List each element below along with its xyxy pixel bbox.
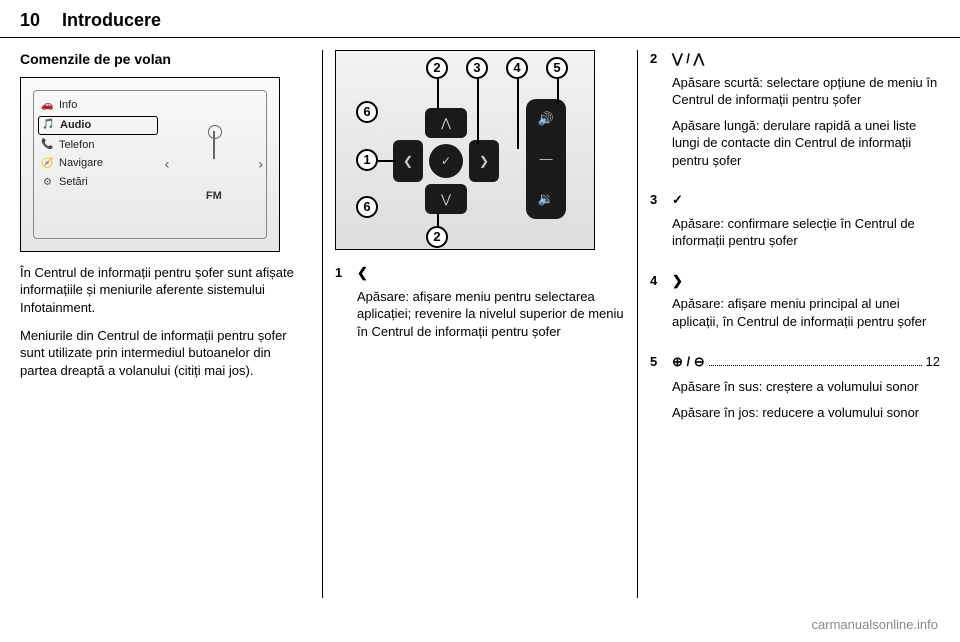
definition-symbol: ❯ <box>672 272 940 290</box>
driver-info-display-figure: 🚗 Info 🎵 Audio 📞 Telefon 🧭 Navigare <box>20 77 280 252</box>
menu-label: Audio <box>60 118 91 133</box>
definition-text: Apăsare: afișare meniu principal al unei… <box>672 295 940 330</box>
callout-2b: 2 <box>426 226 448 248</box>
volume-up-icon: 🔊 <box>538 110 554 128</box>
definition-text: Apăsare lungă: derulare rapidă a unei li… <box>672 117 940 170</box>
menu-item-navigare: 🧭 Navigare <box>38 155 158 172</box>
callout-4: 4 <box>506 57 528 79</box>
volume-rocker: 🔊 — 🔉 <box>526 99 566 219</box>
volume-down-icon: 🔉 <box>538 190 554 208</box>
leader-line <box>477 79 479 144</box>
leader-line <box>437 213 439 228</box>
definition-body: ⋁ / ⋀ Apăsare scurtă: selectare opțiune … <box>672 50 940 177</box>
definition-body: ⊕ / ⊖ 12 Apăsare în sus: creștere a volu… <box>672 353 940 430</box>
chapter-title: Introducere <box>62 10 161 31</box>
footer-url: carmanualsonline.info <box>812 617 938 632</box>
rocker-divider: — <box>540 150 553 168</box>
definition-3: 3 ✓ Apăsare: confirmare selecție în Cent… <box>650 191 940 258</box>
paragraph: În Centrul de informații pentru șofer su… <box>20 264 310 317</box>
callout-6: 6 <box>356 101 378 123</box>
display-screen: 🚗 Info 🎵 Audio 📞 Telefon 🧭 Navigare <box>33 90 267 239</box>
menu-label: Telefon <box>59 138 94 153</box>
menu-item-telefon: 📞 Telefon <box>38 137 158 154</box>
definition-number: 5 <box>650 353 672 430</box>
dotted-leader <box>709 365 922 366</box>
definition-4: 4 ❯ Apăsare: afișare meniu principal al … <box>650 272 940 339</box>
dpad-center-button: ✓ <box>429 144 463 178</box>
chevron-right-icon: › <box>258 155 263 174</box>
definition-symbol: ⊕ / ⊖ <box>672 353 705 371</box>
car-icon: 🚗 <box>41 100 54 111</box>
page-number: 10 <box>20 10 40 31</box>
definition-5: 5 ⊕ / ⊖ 12 Apăsare în sus: creștere a vo… <box>650 353 940 430</box>
definition-symbol: ❮ <box>357 264 625 282</box>
content-columns: Comenzile de pe volan 🚗 Info 🎵 Audio 📞 T… <box>0 38 960 598</box>
leader-line <box>378 160 396 162</box>
definition-symbol: ⋁ / ⋀ <box>672 50 940 68</box>
definition-text: Apăsare: confirmare selecție în Centrul … <box>672 215 940 250</box>
gear-icon: ⚙ <box>41 177 54 188</box>
callout-1: 1 <box>356 149 378 171</box>
column-3: 2 ⋁ / ⋀ Apăsare scurtă: selectare opțiun… <box>638 50 940 598</box>
dpad-down-button: ⋁ <box>425 184 467 214</box>
definition-body: ✓ Apăsare: confirmare selecție în Centru… <box>672 191 940 258</box>
column-1: Comenzile de pe volan 🚗 Info 🎵 Audio 📞 T… <box>20 50 322 598</box>
menu-label: Navigare <box>59 156 103 171</box>
callout-3: 3 <box>466 57 488 79</box>
paragraph: Meniurile din Centrul de informații pent… <box>20 327 310 380</box>
leader-line <box>437 79 439 109</box>
definition-text: Apăsare în sus: creștere a volumului son… <box>672 378 940 396</box>
fm-panel: ‹ › FM <box>162 91 266 238</box>
menu-item-setari: ⚙ Setări <box>38 174 158 191</box>
section-title: Comenzile de pe volan <box>20 50 310 69</box>
band-label: FM <box>206 189 222 204</box>
definition-number: 3 <box>650 191 672 258</box>
menu-item-info: 🚗 Info <box>38 97 158 114</box>
leader-line <box>517 79 519 149</box>
definition-1: 1 ❮ Apăsare: afișare meniu pentru select… <box>335 264 625 348</box>
definition-symbol-row: ⊕ / ⊖ 12 <box>672 353 940 371</box>
menu-item-audio: 🎵 Audio <box>38 116 158 135</box>
callout-5: 5 <box>546 57 568 79</box>
definition-text: Apăsare: afișare meniu pentru selectarea… <box>357 288 625 341</box>
definition-number: 1 <box>335 264 357 348</box>
chevron-left-icon: ‹ <box>165 155 170 174</box>
callout-2: 2 <box>426 57 448 79</box>
menu-label: Setări <box>59 175 88 190</box>
dpad-right-button: ❯ <box>469 140 499 182</box>
antenna-icon <box>213 131 215 159</box>
definition-body: ❯ Apăsare: afișare meniu principal al un… <box>672 272 940 339</box>
definition-number: 2 <box>650 50 672 177</box>
definition-text: Apăsare scurtă: selectare opțiune de men… <box>672 74 940 109</box>
audio-icon: 🎵 <box>42 120 55 131</box>
page-reference: 12 <box>926 353 940 371</box>
callout-6b: 6 <box>356 196 378 218</box>
dpad-up-button: ⋀ <box>425 108 467 138</box>
page-header: 10 Introducere <box>0 0 960 38</box>
definition-body: ❮ Apăsare: afișare meniu pentru selectar… <box>357 264 625 348</box>
definition-symbol: ✓ <box>672 191 940 209</box>
phone-icon: 📞 <box>41 140 54 151</box>
definition-2: 2 ⋁ / ⋀ Apăsare scurtă: selectare opțiun… <box>650 50 940 177</box>
dpad-left-button: ❮ <box>393 140 423 182</box>
menu-list: 🚗 Info 🎵 Audio 📞 Telefon 🧭 Navigare <box>34 91 162 238</box>
definition-text: Apăsare în jos: reducere a volumului son… <box>672 404 940 422</box>
dpad: ⋀ ⋁ ❮ ❯ ✓ <box>391 106 501 216</box>
steering-controls-figure: ⋀ ⋁ ❮ ❯ ✓ 🔊 — 🔉 1 2 3 4 5 6 6 2 <box>335 50 595 250</box>
leader-line <box>557 79 559 104</box>
definition-number: 4 <box>650 272 672 339</box>
nav-icon: 🧭 <box>41 158 54 169</box>
column-2: ⋀ ⋁ ❮ ❯ ✓ 🔊 — 🔉 1 2 3 4 5 6 6 2 <box>323 50 637 598</box>
menu-label: Info <box>59 98 77 113</box>
